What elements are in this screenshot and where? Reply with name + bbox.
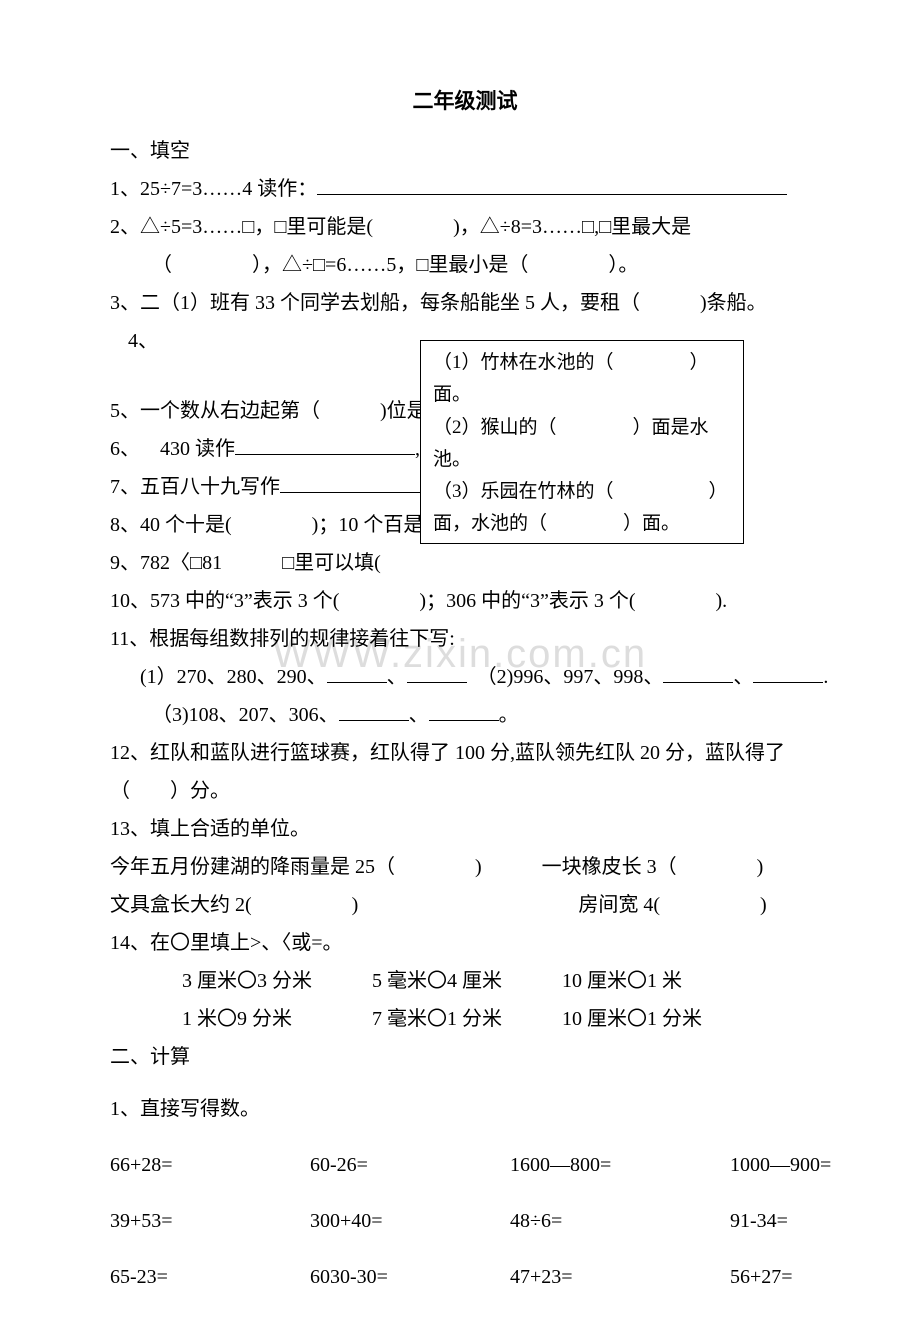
q11a-b3 — [663, 660, 733, 683]
section-1-head: 一、填空 — [110, 132, 820, 170]
q2a: 2、△÷5=3……□，□里可能是( )，△÷8=3……□,□里最大是 — [110, 208, 820, 246]
calc-r3c4: 56+27= — [730, 1258, 890, 1296]
q11a-1: (1）270、280、290、 — [140, 666, 327, 688]
calc-row-1: 66+28= 60-26= 1600—800= 1000—900= — [110, 1146, 820, 1184]
q11b: （3)108、207、306、 、 。 — [110, 696, 820, 734]
box-l2: （2）猴山的（ ）面是水池。 — [433, 412, 733, 477]
q11b-b2 — [429, 698, 499, 721]
q11b-b1 — [339, 698, 409, 721]
q11a-b2 — [407, 660, 467, 683]
q13a: 今年五月份建湖的降雨量是 25（ ) 一块橡皮长 3（ ) — [110, 848, 820, 886]
q13b: 文具盒长大约 2( ) 房间宽 4( ) — [110, 886, 820, 924]
q11a-2: 、 — [387, 666, 407, 688]
box-l1: （1）竹林在水池的（ ）面。 — [433, 347, 733, 412]
calc-head: 1、直接写得数。 — [110, 1090, 820, 1128]
q13: 13、填上合适的单位。 — [110, 810, 820, 848]
box-l3: （3）乐园在竹林的（ ）面，水池的（ ）面。 — [433, 476, 733, 541]
q10: 10、573 中的“3”表示 3 个( )；306 中的“3”表示 3 个( )… — [110, 582, 820, 620]
q11b-2: 、 — [409, 704, 429, 726]
q11a: (1）270、280、290、、 （2)996、997、998、、. — [110, 658, 820, 696]
q11a-3: （2)996、997、998、 — [467, 666, 664, 688]
calc-r2c2: 300+40= — [310, 1202, 510, 1240]
q1-text: 1、25÷7=3……4 读作： — [110, 178, 317, 200]
calc-r3c3: 47+23= — [510, 1258, 730, 1296]
q11: 11、根据每组数排列的规律接着往下写: — [110, 620, 820, 658]
q6-blank — [235, 432, 415, 455]
q11a-b4 — [753, 660, 823, 683]
q1-blank — [317, 172, 787, 195]
q6a: 6、 430 读作 — [110, 438, 235, 460]
q14b: 1 米〇9 分米 7 毫米〇1 分米 10 厘米〇1 分米 — [110, 1000, 820, 1038]
q7-blank — [280, 470, 420, 493]
calc-r3c1: 65-23= — [110, 1258, 310, 1296]
q3: 3、二（1）班有 33 个同学去划船，每条船能坐 5 人，要租（ )条船。 — [110, 284, 820, 322]
q14: 14、在〇里填上>、〈或=。 — [110, 924, 820, 962]
document-content: 二年级测试 一、填空 1、25÷7=3……4 读作： 2、△÷5=3……□，□里… — [110, 82, 820, 1296]
q2b: （ ），△÷□=6……5，□里最小是（ ）。 — [110, 246, 820, 284]
q14a: 3 厘米〇3 分米 5 毫米〇4 厘米 10 厘米〇1 米 — [110, 962, 820, 1000]
calc-r1c4: 1000—900= — [730, 1146, 890, 1184]
q11a-4: 、 — [733, 666, 753, 688]
calc-r1c3: 1600—800= — [510, 1146, 730, 1184]
q11a-5: . — [823, 666, 828, 688]
q11a-b1 — [327, 660, 387, 683]
calc-r2c1: 39+53= — [110, 1202, 310, 1240]
q12: 12、红队和蓝队进行篮球赛，红队得了 100 分,蓝队领先红队 20 分，蓝队得… — [110, 734, 820, 810]
direction-box: （1）竹林在水池的（ ）面。 （2）猴山的（ ）面是水池。 （3）乐园在竹林的（… — [420, 340, 744, 544]
q11b-3: 。 — [499, 704, 519, 726]
calc-r2c4: 91-34= — [730, 1202, 890, 1240]
page-title: 二年级测试 — [110, 82, 820, 122]
q9: 9、782〈□81 □里可以填( — [110, 544, 820, 582]
q11b-1: （3)108、207、306、 — [152, 704, 339, 726]
q7a: 7、五百八十九写作 — [110, 476, 280, 498]
calc-row-3: 65-23= 6030-30= 47+23= 56+27= — [110, 1258, 820, 1296]
q1: 1、25÷7=3……4 读作： — [110, 170, 820, 208]
calc-r3c2: 6030-30= — [310, 1258, 510, 1296]
section-2-head: 二、计算 — [110, 1038, 820, 1076]
calc-r2c3: 48÷6= — [510, 1202, 730, 1240]
calc-r1c2: 60-26= — [310, 1146, 510, 1184]
calc-row-2: 39+53= 300+40= 48÷6= 91-34= — [110, 1202, 820, 1240]
calc-r1c1: 66+28= — [110, 1146, 310, 1184]
